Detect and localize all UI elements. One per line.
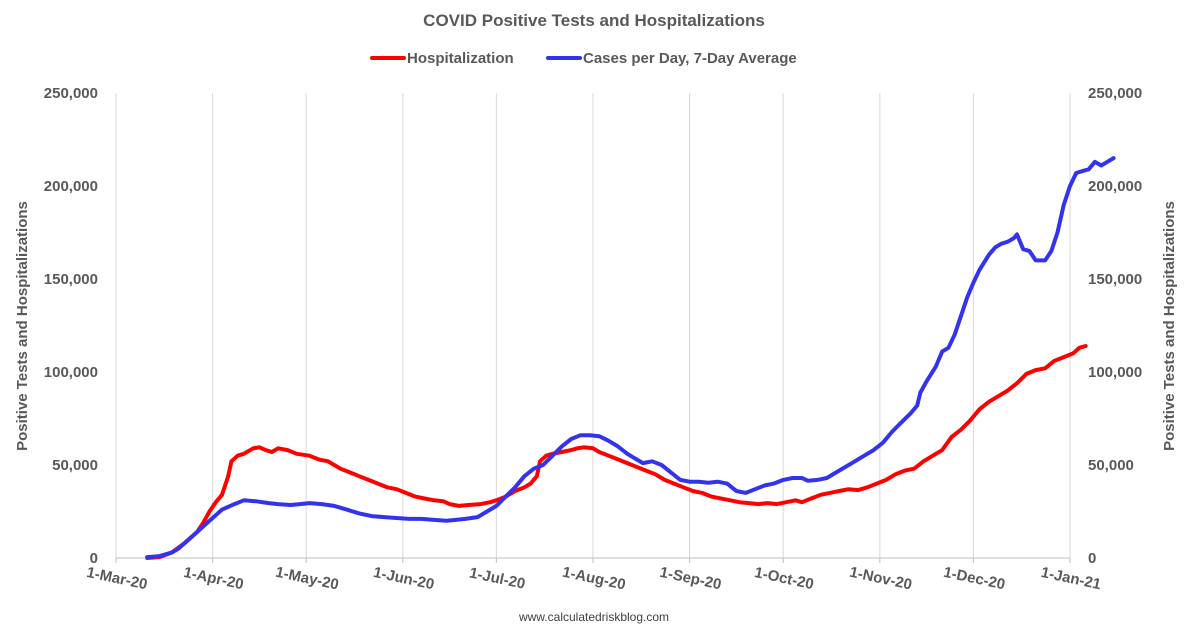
x-tick-label: 1-Sep-20 — [658, 564, 723, 594]
series-lines — [145, 156, 1116, 560]
x-tick-label: 1-May-20 — [274, 564, 340, 594]
x-tick-label: 1-Dec-20 — [942, 564, 1007, 594]
y-tick-label-right: 250,000 — [1088, 85, 1142, 102]
y-tick-label-left: 250,000 — [44, 85, 98, 102]
x-tick-label: 1-Aug-20 — [561, 564, 627, 594]
source-credit: www.calculatedriskblog.com — [518, 610, 669, 624]
gridlines — [115, 93, 1071, 558]
y-tick-label-right: 0 — [1088, 550, 1096, 567]
y-tick-label-left: 150,000 — [44, 271, 98, 288]
y-tick-label-left: 100,000 — [44, 364, 98, 381]
x-tick-label: 1-Jul-20 — [468, 564, 527, 592]
y-tick-label-left: 0 — [90, 550, 98, 567]
legend-label-cases: Cases per Day, 7-Day Average — [583, 50, 797, 67]
x-tick-label: 1-Jan-21 — [1039, 564, 1102, 593]
y-axis-left-title: Positive Tests and Hospitalizations — [14, 201, 31, 451]
x-tick-label: 1-Oct-20 — [753, 564, 815, 593]
x-tick-label: 1-Mar-20 — [85, 564, 149, 593]
y-tick-label-left: 200,000 — [44, 178, 98, 195]
x-tick-label: 1-Apr-20 — [182, 564, 245, 593]
legend: Hospitalization Cases per Day, 7-Day Ave… — [370, 50, 797, 67]
y-axis-right-ticks: 0 50,000 100,000 150,000 200,000 250,000 — [1088, 85, 1142, 567]
series-line-hospitalization — [145, 344, 1088, 560]
legend-label-hospitalization: Hospitalization — [407, 50, 514, 67]
y-tick-label-left: 50,000 — [52, 457, 98, 474]
y-tick-label-right: 200,000 — [1088, 178, 1142, 195]
y-tick-label-right: 100,000 — [1088, 364, 1142, 381]
x-axis-ticks: 1-Mar-20 1-Apr-20 1-May-20 1-Jun-20 1-Jul-20… — [85, 558, 1102, 594]
y-tick-label-right: 150,000 — [1088, 271, 1142, 288]
y-tick-label-right: 50,000 — [1088, 457, 1134, 474]
chart-title: COVID Positive Tests and Hospitalization… — [423, 11, 765, 30]
y-axis-right-title: Positive Tests and Hospitalizations — [1161, 201, 1178, 451]
series-line-cases — [145, 156, 1116, 560]
x-tick-label: 1-Jun-20 — [372, 564, 436, 593]
y-axis-left-ticks: 0 50,000 100,000 150,000 200,000 250,000 — [44, 85, 98, 567]
x-tick-label: 1-Nov-20 — [848, 564, 914, 594]
